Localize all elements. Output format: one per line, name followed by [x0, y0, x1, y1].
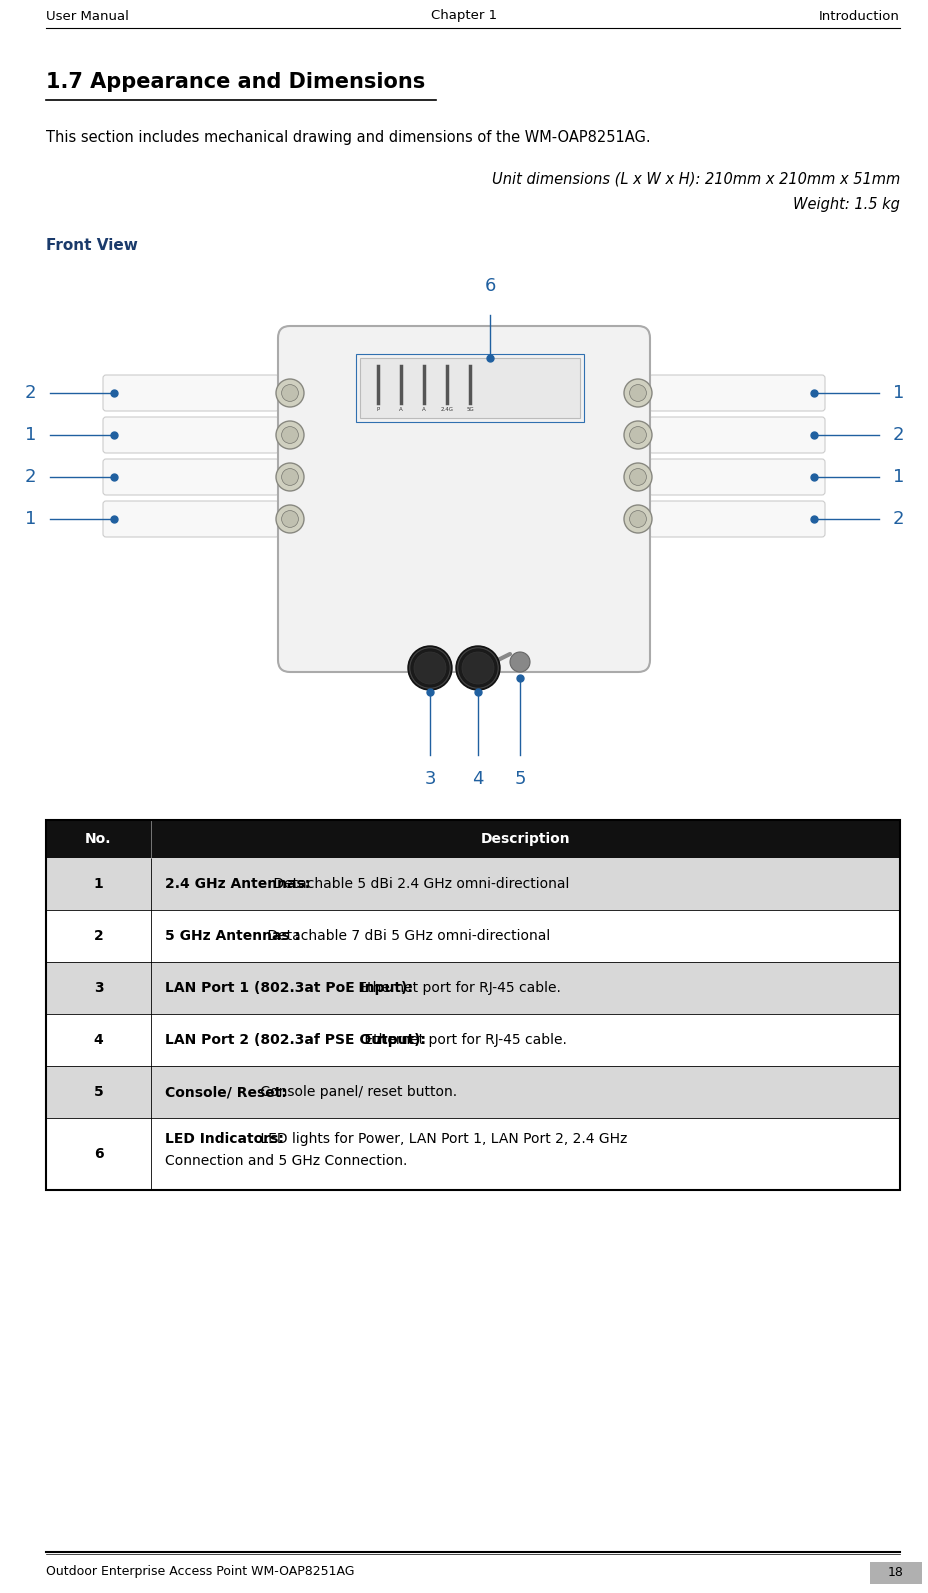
FancyBboxPatch shape	[46, 1118, 899, 1190]
Text: No.: No.	[85, 832, 111, 846]
Text: Chapter 1: Chapter 1	[431, 10, 496, 22]
Text: 6: 6	[94, 1147, 103, 1161]
Circle shape	[276, 505, 303, 534]
FancyBboxPatch shape	[649, 459, 824, 495]
Circle shape	[456, 647, 499, 690]
Text: Connection and 5 GHz Connection.: Connection and 5 GHz Connection.	[165, 1153, 407, 1168]
Text: 2: 2	[24, 468, 36, 486]
Circle shape	[629, 468, 646, 486]
Text: 2: 2	[892, 510, 904, 527]
FancyBboxPatch shape	[46, 820, 899, 859]
Text: 1: 1	[94, 878, 103, 890]
Circle shape	[281, 427, 298, 443]
FancyBboxPatch shape	[869, 1563, 921, 1583]
Circle shape	[407, 647, 452, 690]
Text: Weight: 1.5 kg: Weight: 1.5 kg	[793, 198, 899, 212]
Text: LED lights for Power, LAN Port 1, LAN Port 2, 2.4 GHz: LED lights for Power, LAN Port 1, LAN Po…	[256, 1133, 627, 1145]
Text: Front View: Front View	[46, 237, 137, 253]
Text: LAN Port 2 (802.3af PSE Output):: LAN Port 2 (802.3af PSE Output):	[165, 1032, 426, 1047]
Circle shape	[629, 427, 646, 443]
Text: 2: 2	[94, 929, 103, 943]
Circle shape	[414, 652, 445, 683]
Text: Console/ Reset:: Console/ Reset:	[165, 1085, 287, 1099]
Text: Detachable 7 dBi 5 GHz omni-directional: Detachable 7 dBi 5 GHz omni-directional	[263, 929, 549, 943]
Circle shape	[281, 511, 298, 527]
Text: 2: 2	[892, 425, 904, 444]
Text: 5G: 5G	[466, 406, 473, 413]
Text: 1: 1	[25, 510, 36, 527]
Text: Outdoor Enterprise Access Point WM-OAP8251AG: Outdoor Enterprise Access Point WM-OAP82…	[46, 1566, 354, 1579]
Circle shape	[624, 505, 651, 534]
Text: This section includes mechanical drawing and dimensions of the WM-OAP8251AG.: This section includes mechanical drawing…	[46, 131, 650, 145]
Text: 3: 3	[94, 981, 103, 996]
Text: User Manual: User Manual	[46, 10, 129, 22]
Text: Unit dimensions (L x W x H): 210mm x 210mm x 51mm: Unit dimensions (L x W x H): 210mm x 210…	[491, 172, 899, 186]
Text: 1: 1	[25, 425, 36, 444]
Text: 18: 18	[887, 1566, 903, 1579]
Circle shape	[629, 384, 646, 401]
Text: LAN Port 1 (802.3at PoE Input):: LAN Port 1 (802.3at PoE Input):	[165, 981, 412, 996]
Text: Ethernet port for RJ-45 cable.: Ethernet port for RJ-45 cable.	[354, 981, 561, 996]
FancyBboxPatch shape	[103, 417, 278, 452]
FancyBboxPatch shape	[103, 374, 278, 411]
Circle shape	[276, 379, 303, 406]
FancyBboxPatch shape	[46, 1015, 899, 1066]
FancyBboxPatch shape	[649, 374, 824, 411]
FancyBboxPatch shape	[46, 859, 899, 910]
Text: P: P	[376, 406, 380, 413]
FancyBboxPatch shape	[649, 502, 824, 537]
Circle shape	[281, 384, 298, 401]
FancyBboxPatch shape	[360, 358, 579, 417]
Circle shape	[281, 468, 298, 486]
Text: Console panel/ reset button.: Console panel/ reset button.	[256, 1085, 458, 1099]
Text: Introduction: Introduction	[818, 10, 899, 22]
FancyBboxPatch shape	[103, 459, 278, 495]
Circle shape	[276, 464, 303, 491]
Text: LED Indicators:: LED Indicators:	[165, 1133, 284, 1145]
Text: 4: 4	[471, 769, 483, 789]
Circle shape	[624, 421, 651, 449]
Text: 5: 5	[514, 769, 525, 789]
Circle shape	[629, 511, 646, 527]
Circle shape	[624, 464, 651, 491]
Text: 5 GHz Antennas :: 5 GHz Antennas :	[165, 929, 300, 943]
Text: A: A	[421, 406, 425, 413]
Circle shape	[276, 421, 303, 449]
Text: 5: 5	[94, 1085, 103, 1099]
Text: Detachable 5 dBi 2.4 GHz omni-directional: Detachable 5 dBi 2.4 GHz omni-directiona…	[268, 878, 569, 890]
FancyBboxPatch shape	[649, 417, 824, 452]
FancyBboxPatch shape	[46, 910, 899, 962]
Circle shape	[509, 652, 530, 672]
Text: 2.4 GHz Antennas:: 2.4 GHz Antennas:	[165, 878, 310, 890]
Text: 3: 3	[424, 769, 435, 789]
FancyBboxPatch shape	[46, 962, 899, 1015]
FancyBboxPatch shape	[46, 1066, 899, 1118]
Text: Ethernet port for RJ-45 cable.: Ethernet port for RJ-45 cable.	[360, 1032, 566, 1047]
Text: 2: 2	[24, 384, 36, 401]
Text: A: A	[399, 406, 403, 413]
Text: 1: 1	[892, 384, 903, 401]
Text: 4: 4	[94, 1032, 103, 1047]
Text: 2.4G: 2.4G	[440, 406, 453, 413]
Text: 6: 6	[483, 277, 496, 295]
FancyBboxPatch shape	[103, 502, 278, 537]
FancyBboxPatch shape	[277, 327, 650, 672]
Circle shape	[624, 379, 651, 406]
Text: 1.7 Appearance and Dimensions: 1.7 Appearance and Dimensions	[46, 72, 425, 92]
Text: Description: Description	[480, 832, 570, 846]
Circle shape	[461, 652, 494, 683]
Text: 1: 1	[892, 468, 903, 486]
